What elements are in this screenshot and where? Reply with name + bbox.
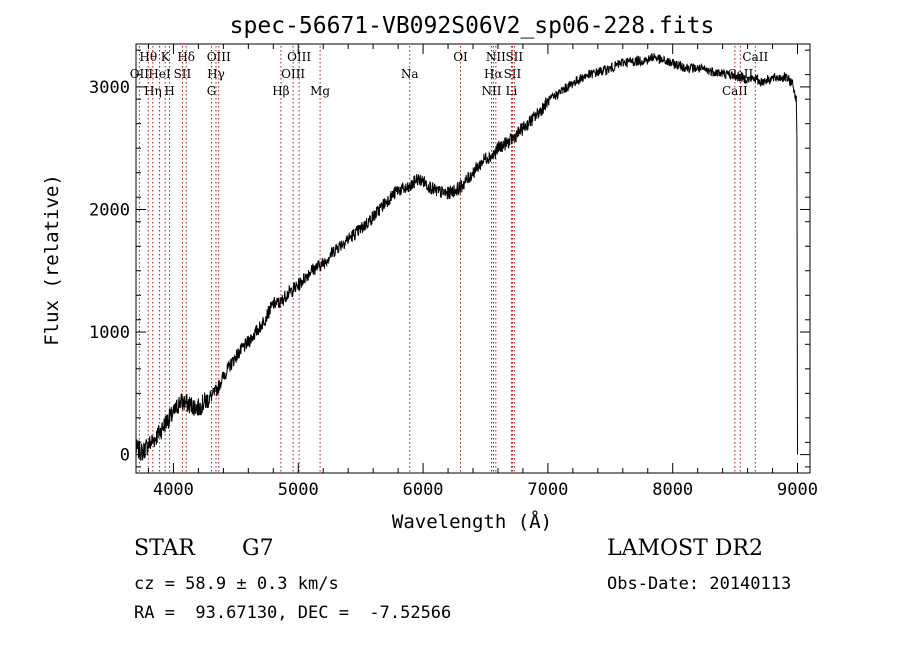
line-marker-label: K xyxy=(161,50,171,64)
line-marker-label: SII xyxy=(174,67,192,81)
line-marker-label: CaII xyxy=(722,84,748,98)
line-marker-label: OIII xyxy=(207,50,231,64)
line-marker-label: HeI xyxy=(148,67,171,81)
line-marker-label: Mg xyxy=(310,84,330,98)
line-marker-label: NII xyxy=(481,84,501,98)
line-marker-label: Hα xyxy=(484,67,503,81)
line-marker-label: OIII xyxy=(287,50,311,64)
redshift-value: cz = 58.9 ± 0.3 km/s xyxy=(134,574,339,594)
axis-ticks: 4000 5000 6000 7000 8000 9000 0 1000 2000 3000 xyxy=(89,44,818,500)
x-tick-label: 5000 xyxy=(278,480,319,500)
line-marker-label: Hδ xyxy=(177,50,195,64)
line-marker-label: NII xyxy=(486,50,506,64)
plot-frame xyxy=(135,43,811,474)
line-marker-label: OIII xyxy=(281,67,305,81)
x-tick-label: 4000 xyxy=(153,480,194,500)
y-axis-label: Flux (relative) xyxy=(41,174,63,346)
chart-title: spec-56671-VB092S06V2_sp06-228.fits xyxy=(230,13,715,39)
spectrum-line xyxy=(135,52,798,461)
line-marker-label: Li xyxy=(506,84,518,98)
line-marker-label: SII xyxy=(504,67,522,81)
line-marker-label: Hγ xyxy=(207,67,225,81)
y-tick-label: 2000 xyxy=(89,200,130,220)
line-marker-label: Hη xyxy=(144,84,162,98)
x-tick-label: 8000 xyxy=(652,480,693,500)
spectrum-trace xyxy=(135,52,798,461)
coordinates: RA = 93.67130, DEC = -7.52566 xyxy=(134,603,452,623)
x-tick-label: 9000 xyxy=(777,480,818,500)
line-marker-label: CaII xyxy=(742,50,768,64)
observation-date: Obs-Date: 20140113 xyxy=(607,574,792,594)
line-marker-label: Hθ xyxy=(139,50,157,64)
line-marker-label: H xyxy=(164,84,174,98)
line-marker-label: G xyxy=(207,84,217,98)
y-tick-label: 0 xyxy=(120,446,130,466)
line-marker-label: Na xyxy=(401,67,419,81)
y-tick-label: 1000 xyxy=(89,323,130,343)
line-marker-label: Hβ xyxy=(272,84,289,98)
y-tick-label: 3000 xyxy=(89,78,130,98)
x-tick-label: 7000 xyxy=(527,480,568,500)
x-axis-label: Wavelength (Å) xyxy=(392,510,552,533)
object-subclass: G7 xyxy=(242,536,274,561)
x-tick-label: 6000 xyxy=(403,480,444,500)
line-marker-label: OI xyxy=(453,50,468,64)
line-marker-label: OII xyxy=(130,67,150,81)
line-marker-label: SII xyxy=(505,50,523,64)
survey-name: LAMOST DR2 xyxy=(607,536,763,561)
object-class: STAR xyxy=(134,536,195,561)
